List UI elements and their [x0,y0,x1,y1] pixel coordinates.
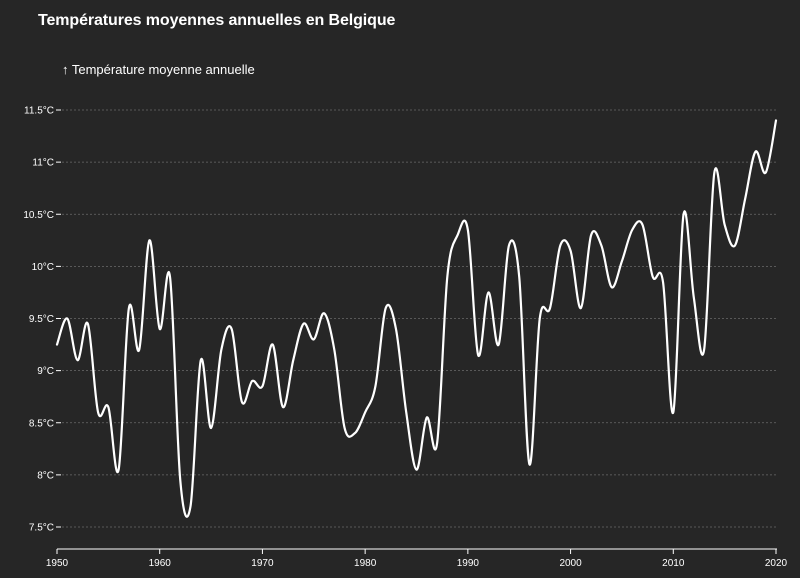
y-tick-label: 9.5°C [29,314,54,325]
x-tick-label: 1980 [354,558,377,569]
series-group [55,119,778,518]
y-axis: 7.5°C 8°C 8.5°C 9°C 9.5°C 10°C 10.5°C 11°C 11.5°… [23,106,61,534]
x-tick-label: 2020 [765,558,788,569]
x-tick-label: 2000 [559,558,582,569]
grid-lines [62,109,778,528]
y-tick-label: 9°C [37,366,54,377]
chart-title: Températures moyennes annuelles en Belgi… [38,12,396,29]
y-tick-label: 8°C [37,470,54,481]
x-tick-label: 1970 [251,558,274,569]
x-tick-label: 2010 [662,558,685,569]
y-tick-label: 10°C [32,262,54,273]
x-tick-label: 1950 [46,558,69,569]
x-tick-label: 1990 [457,558,480,569]
y-tick-label: 8.5°C [29,418,54,429]
x-tick-label: 1960 [149,558,172,569]
series-line-temperature [55,119,778,518]
y-tick-label: 7.5°C [29,523,54,534]
y-tick-label: 10.5°C [23,210,54,221]
y-tick-label: 11°C [32,158,54,169]
y-axis-label: ↑ Température moyenne annuelle [62,62,255,77]
y-tick-label: 11.5°C [24,106,54,117]
x-axis: 1950 1960 1970 1980 1990 2000 2010 2020 [46,548,788,569]
